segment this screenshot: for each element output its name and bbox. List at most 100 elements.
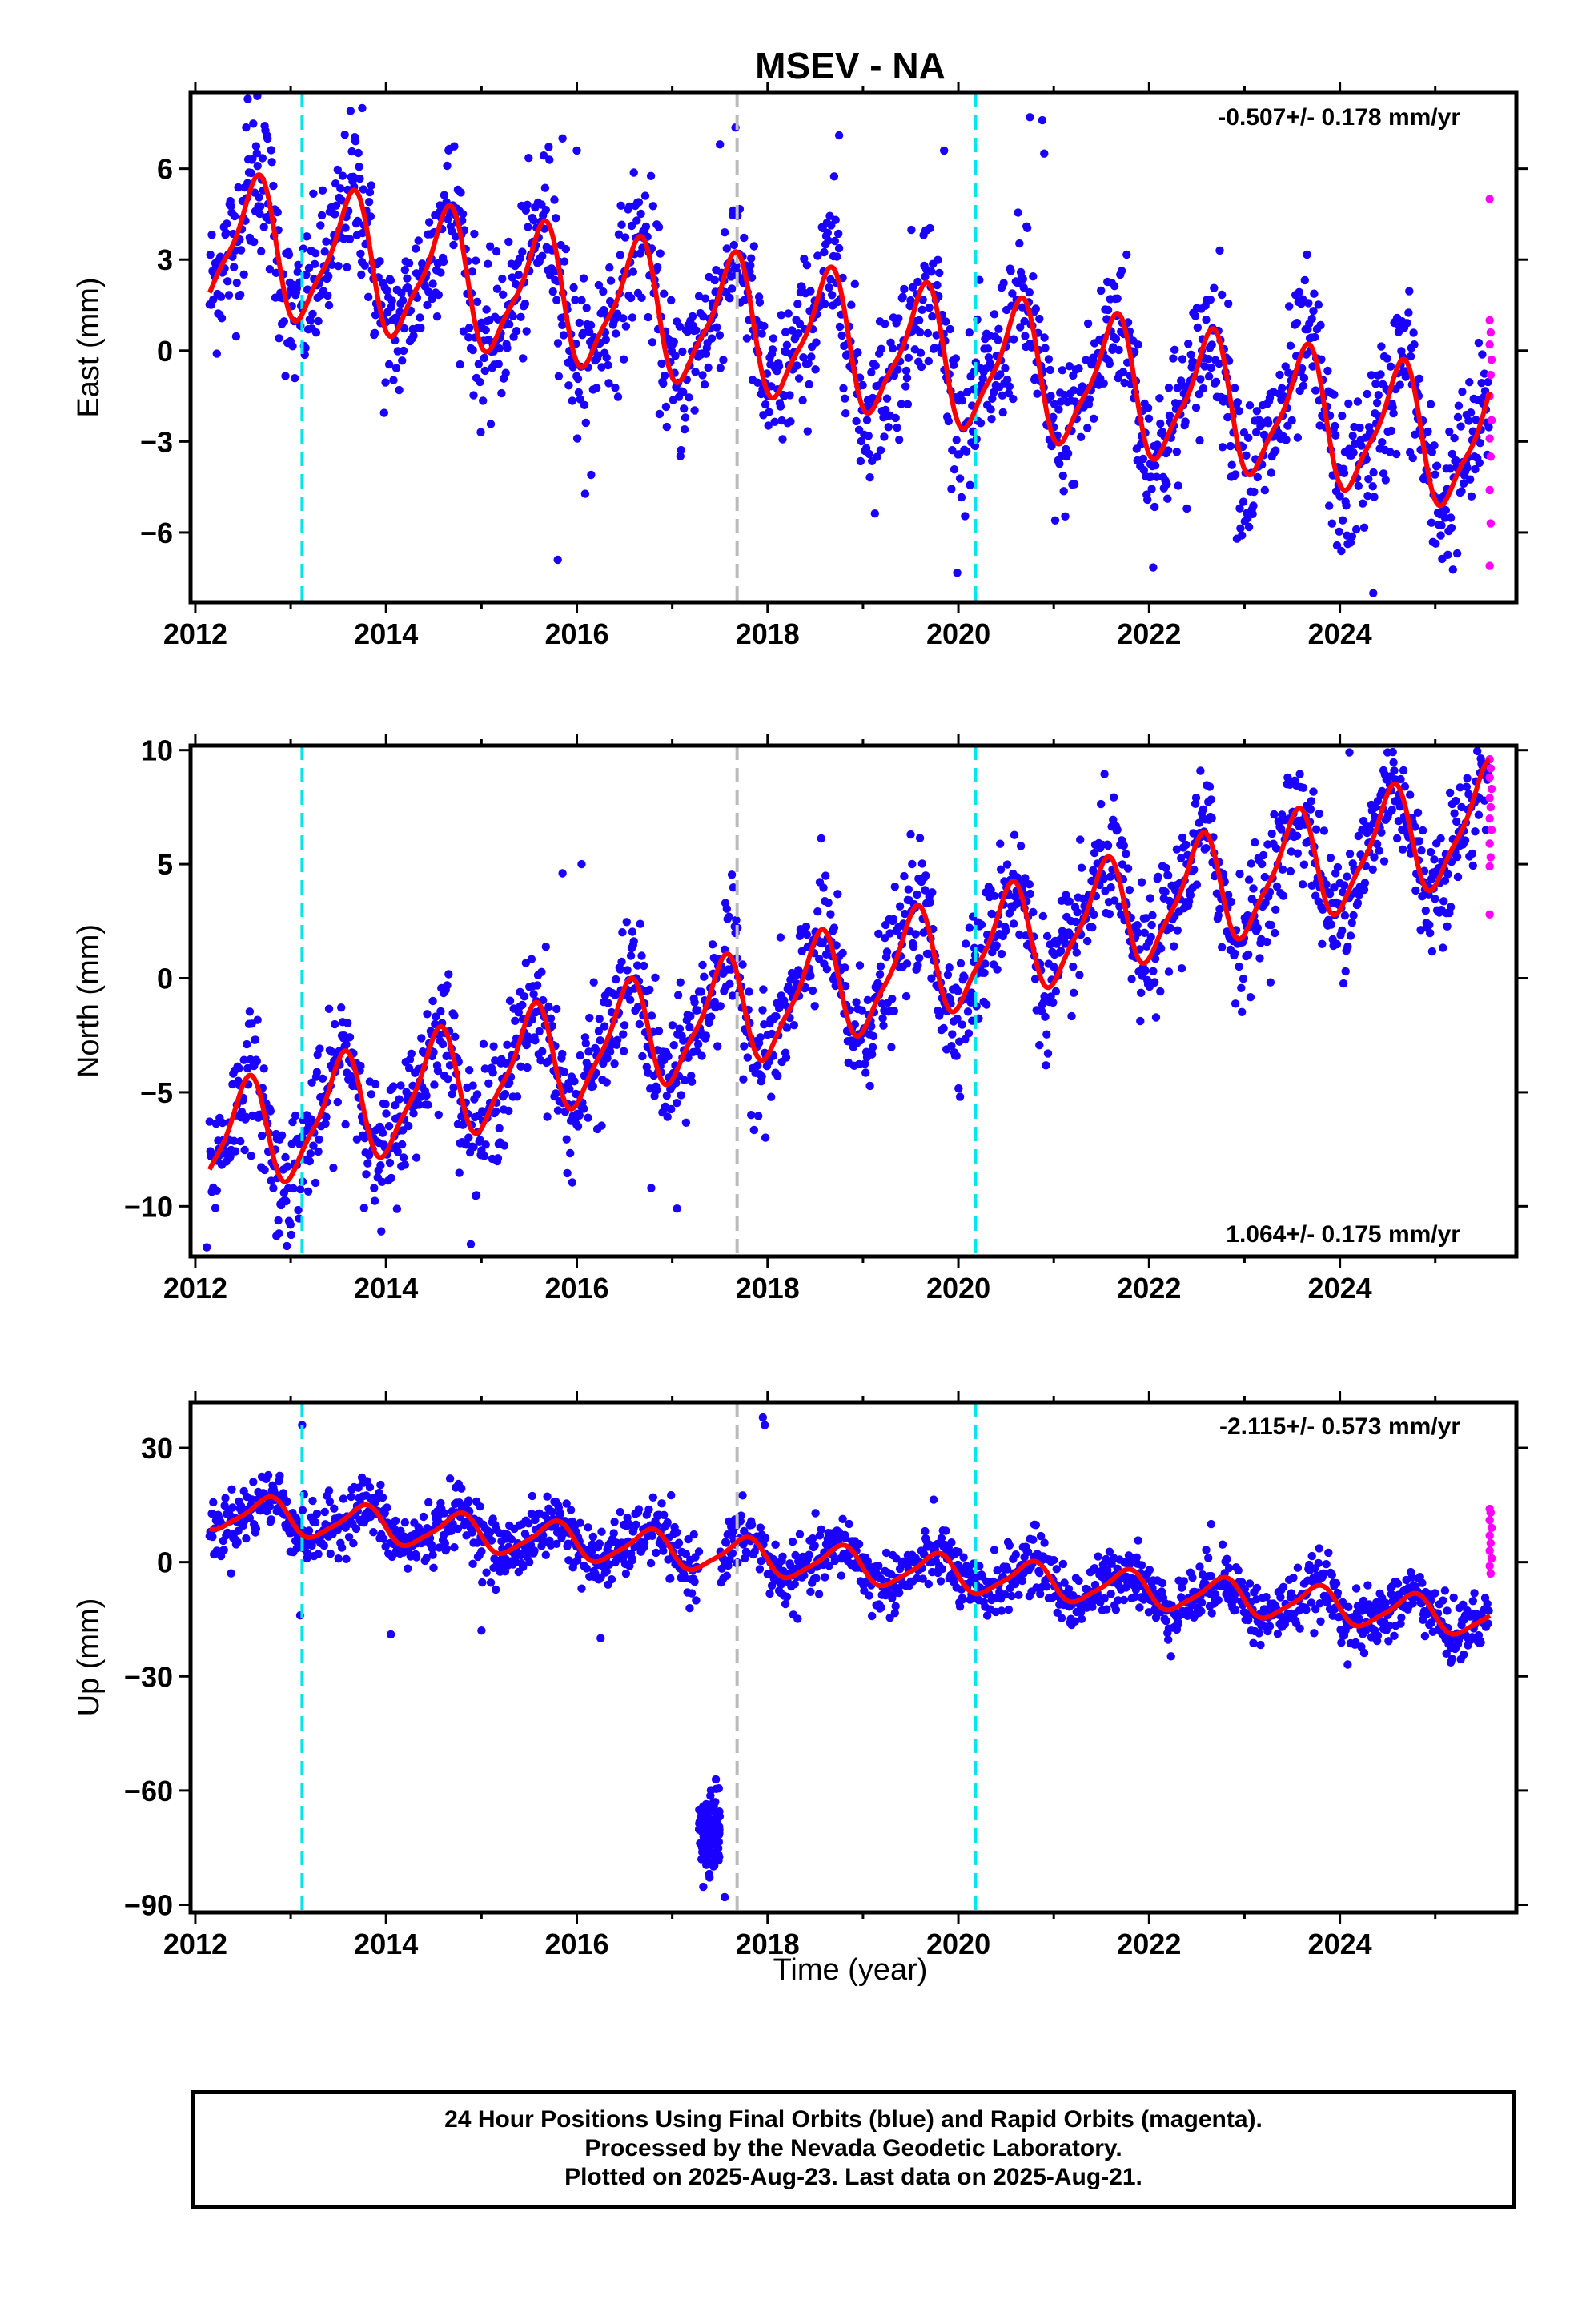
east-point — [788, 326, 797, 335]
north-point — [1088, 923, 1097, 932]
north-point — [1260, 872, 1270, 882]
north-point — [654, 1027, 664, 1035]
north-point — [977, 920, 986, 929]
up-point — [528, 1491, 536, 1501]
east-point — [1210, 283, 1219, 292]
east-point — [1446, 464, 1455, 473]
east-point — [1134, 340, 1142, 349]
north-point — [1177, 964, 1186, 973]
east-point — [1195, 436, 1204, 445]
up-point — [383, 1503, 391, 1512]
up-point — [334, 1554, 343, 1563]
east-point — [492, 247, 501, 256]
east-point — [1431, 539, 1440, 548]
north-x-tick-label: 2022 — [1117, 1272, 1181, 1305]
east-plot-area — [205, 93, 1496, 602]
east-point — [994, 336, 1002, 344]
up-point — [874, 1562, 883, 1570]
east-point — [439, 257, 448, 267]
north-point — [450, 1011, 459, 1020]
up-point — [790, 1579, 799, 1589]
north-point — [901, 991, 911, 1001]
north-point — [1105, 910, 1114, 919]
up-point — [1004, 1605, 1014, 1614]
east-point — [1085, 395, 1094, 404]
east-rapid-orbit-points — [1485, 195, 1496, 570]
east-point — [1436, 531, 1445, 540]
east-point — [1458, 388, 1467, 396]
east-point — [1031, 304, 1041, 313]
up-point — [447, 1526, 456, 1535]
north-point — [1199, 805, 1208, 814]
north-point — [434, 1110, 443, 1120]
up-point — [330, 1504, 339, 1513]
up-point — [865, 1591, 873, 1600]
east-point — [486, 420, 496, 428]
east-point — [636, 209, 645, 219]
north-rapid-point — [1485, 794, 1494, 802]
north-rapid-point — [1487, 784, 1496, 794]
north-point — [315, 1135, 323, 1144]
north-point — [996, 865, 1006, 874]
up-point — [556, 1509, 564, 1518]
east-point — [915, 316, 924, 325]
east-rapid-point — [1485, 561, 1494, 570]
east-point — [1285, 302, 1294, 311]
north-point — [548, 1021, 556, 1031]
north-point — [622, 918, 631, 927]
east-point — [830, 236, 840, 246]
north-point — [725, 912, 733, 921]
east-point — [257, 247, 266, 256]
east-point — [928, 312, 937, 321]
north-point — [318, 1074, 327, 1084]
east-point — [239, 270, 248, 279]
north-point — [890, 883, 900, 891]
north-point — [729, 883, 738, 892]
north-point — [581, 1039, 590, 1048]
up-point — [337, 1543, 347, 1552]
east-point — [281, 372, 290, 380]
east-point — [1406, 352, 1415, 361]
east-point — [1150, 502, 1159, 512]
north-point — [529, 990, 538, 999]
east-point — [1389, 408, 1398, 418]
north-point — [852, 998, 861, 1007]
north-point — [488, 1068, 497, 1077]
east-point — [1202, 316, 1211, 324]
north-point — [1375, 846, 1383, 855]
east-x-tick-label: 2016 — [544, 617, 608, 650]
east-point — [1408, 453, 1417, 463]
north-point — [469, 1143, 478, 1152]
east-point — [1357, 441, 1366, 450]
up-point — [607, 1575, 616, 1584]
up-point — [543, 1492, 552, 1501]
north-point — [1049, 998, 1058, 1007]
east-point — [522, 327, 531, 336]
east-point — [1338, 412, 1347, 420]
east-point — [586, 320, 596, 330]
north-point — [616, 965, 624, 974]
east-point — [273, 207, 282, 217]
north-point — [242, 1112, 251, 1122]
figure-title: MSEV - NA — [755, 45, 946, 86]
up-point — [791, 1550, 800, 1560]
east-point — [891, 413, 900, 423]
north-point — [584, 1047, 593, 1056]
north-point — [911, 930, 920, 939]
north-point — [218, 1118, 227, 1128]
up-point — [1014, 1590, 1023, 1600]
up-point — [936, 1577, 946, 1586]
north-point — [1470, 728, 1478, 736]
north-point — [1473, 746, 1482, 756]
north-point — [818, 939, 827, 948]
east-point — [1337, 546, 1346, 556]
up-point — [602, 1567, 611, 1576]
north-point — [635, 1019, 644, 1029]
north-point — [444, 970, 453, 979]
east-point — [884, 423, 893, 432]
east-point — [1427, 448, 1437, 456]
north-point — [376, 1161, 385, 1170]
north-point — [404, 1090, 412, 1099]
north-point — [1457, 802, 1466, 812]
east-rapid-point — [1485, 485, 1494, 495]
